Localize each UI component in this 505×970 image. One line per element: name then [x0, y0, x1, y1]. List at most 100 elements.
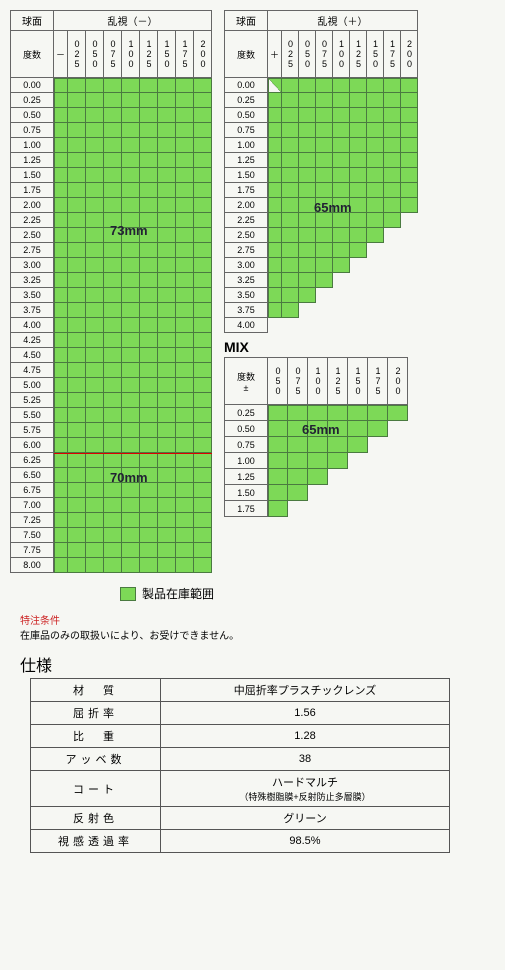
data-cell: [104, 93, 122, 108]
data-cell: [176, 513, 194, 528]
data-cell: [104, 483, 122, 498]
data-cell: [367, 303, 384, 318]
data-cell: [333, 78, 350, 93]
spec-value: 1.56: [161, 702, 450, 725]
row-label: 2.25: [10, 213, 54, 228]
data-cell: [86, 438, 104, 453]
data-cell: [268, 273, 282, 288]
data-cell: [86, 108, 104, 123]
data-cell: [176, 213, 194, 228]
data-cell: [316, 108, 333, 123]
data-cell: [282, 318, 299, 333]
data-cell: [122, 78, 140, 93]
data-cell: [104, 468, 122, 483]
data-cell: [122, 228, 140, 243]
data-cell: [194, 453, 212, 468]
data-cell: [54, 273, 68, 288]
data-cell: [68, 468, 86, 483]
data-cell: [299, 288, 316, 303]
data-cell: [54, 108, 68, 123]
cyl-col-header: 150: [367, 30, 384, 78]
data-cell: [68, 273, 86, 288]
data-cell: [54, 513, 68, 528]
data-cell: [308, 421, 328, 437]
data-cell: [140, 243, 158, 258]
data-cell: [104, 288, 122, 303]
data-cell: [122, 468, 140, 483]
data-cell: [158, 123, 176, 138]
data-cell: [401, 198, 418, 213]
data-cell: [104, 348, 122, 363]
data-cell: [176, 423, 194, 438]
row-label: 3.25: [224, 273, 268, 288]
data-cell: [140, 468, 158, 483]
data-cell: [86, 153, 104, 168]
row-label: 2.50: [224, 228, 268, 243]
data-cell: [104, 303, 122, 318]
data-cell: [104, 258, 122, 273]
data-cell: [401, 273, 418, 288]
row-label: 1.00: [10, 138, 54, 153]
row-label: 4.00: [224, 318, 268, 333]
row-label: 0.00: [224, 78, 268, 93]
data-cell: [140, 228, 158, 243]
data-cell: [350, 288, 367, 303]
data-cell: [176, 348, 194, 363]
row-label: 1.25: [224, 153, 268, 168]
data-cell: [140, 303, 158, 318]
data-cell: [176, 273, 194, 288]
data-cell: [308, 437, 328, 453]
sphere-header: 球面: [224, 10, 268, 30]
data-cell: [350, 78, 367, 93]
data-cell: [401, 168, 418, 183]
data-cell: [350, 168, 367, 183]
data-cell: [194, 393, 212, 408]
data-cell: [367, 93, 384, 108]
data-cell: [333, 303, 350, 318]
data-cell: [316, 273, 333, 288]
row-label: 0.75: [224, 123, 268, 138]
data-cell: [68, 393, 86, 408]
data-cell: [268, 303, 282, 318]
data-cell: [384, 168, 401, 183]
data-cell: [282, 168, 299, 183]
data-cell: [54, 123, 68, 138]
data-cell: [328, 405, 348, 421]
data-cell: [122, 498, 140, 513]
data-cell: [176, 138, 194, 153]
data-cell: [122, 93, 140, 108]
data-cell: [54, 138, 68, 153]
data-cell: [86, 513, 104, 528]
row-label: 2.75: [224, 243, 268, 258]
data-cell: [158, 378, 176, 393]
data-cell: [86, 408, 104, 423]
data-cell: [401, 228, 418, 243]
row-label: 5.75: [10, 423, 54, 438]
data-cell: [316, 153, 333, 168]
data-cell: [194, 228, 212, 243]
data-cell: [268, 288, 282, 303]
row-label: 5.25: [10, 393, 54, 408]
data-cell: [86, 138, 104, 153]
data-cell: [194, 408, 212, 423]
data-cell: [328, 421, 348, 437]
data-cell: [86, 318, 104, 333]
data-cell: [316, 318, 333, 333]
data-cell: [54, 408, 68, 423]
spec-value: 中屈折率プラスチックレンズ: [161, 679, 450, 702]
data-cell: [268, 153, 282, 168]
row-label: 2.25: [224, 213, 268, 228]
row-label: 1.50: [10, 168, 54, 183]
data-cell: [384, 243, 401, 258]
data-cell: [348, 437, 368, 453]
data-cell: [104, 453, 122, 468]
data-cell: [194, 528, 212, 543]
data-cell: [86, 198, 104, 213]
row-label: 4.25: [10, 333, 54, 348]
data-cell: [384, 213, 401, 228]
data-cell: [368, 437, 388, 453]
data-cell: [176, 558, 194, 573]
data-cell: [104, 378, 122, 393]
data-cell: [68, 243, 86, 258]
data-cell: [104, 198, 122, 213]
